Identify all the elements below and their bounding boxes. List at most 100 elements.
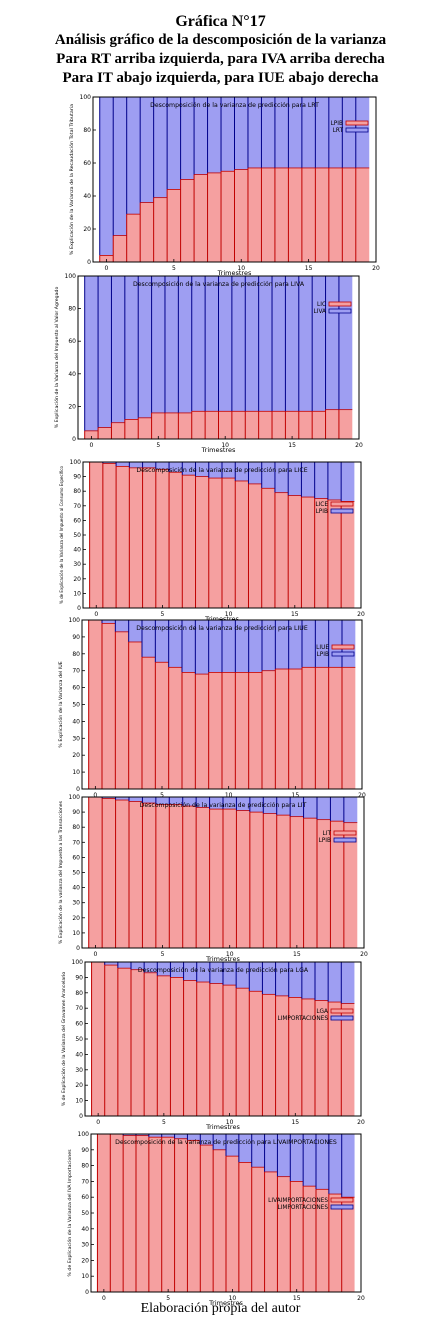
bar-lpib [115,620,129,632]
bar-lpib [248,462,262,484]
legend-label-livaimportaciones: LIVAIMPORTACIONES [268,1198,328,1204]
legend-label-lic: LIC [317,302,326,308]
bar-lpib [314,462,328,499]
bar-lpib [180,179,195,262]
plot-area [82,797,364,948]
y-tick-label: 60 [83,160,91,167]
y-tick-label: 40 [68,371,76,378]
x-tick-label: 0 [89,442,93,449]
x-tick-label: 5 [161,951,165,958]
bar-lic [325,409,339,439]
bar-lrt [99,97,114,256]
bar-lice [274,492,289,608]
x-tick-label: 15 [293,951,301,958]
bar-limportaciones [223,962,237,986]
legend-swatch-liva [328,308,352,314]
bar-lpib [195,462,209,477]
bar-limportaciones [213,1134,226,1150]
legend-swatch-lit [333,830,357,836]
bar-livaimportaciones [316,1189,329,1292]
bar-lit [155,804,170,948]
bar-livaimportaciones [213,1149,226,1292]
x-tick-label: 5 [156,442,160,449]
bar-lga [236,988,250,1116]
bar-lpib [327,462,342,500]
y-tick-label: 10 [73,590,81,597]
bar-liue [88,620,102,789]
bar-lice [89,462,103,608]
bar-lic [298,411,313,439]
bar-livaimportaciones [251,1167,265,1292]
bar-lga [209,983,223,1116]
y-tick-label: 20 [73,576,81,583]
bar-limportaciones [226,1134,239,1157]
y-tick-label: 10 [72,769,80,776]
bar-lpib [222,462,236,479]
x-axis-label: Trimestres [217,269,252,277]
bar-limportaciones [196,962,210,983]
bar-liva [231,276,246,412]
bar-limportaciones [117,962,131,969]
figure-title: Gráfica N°17 [175,13,266,30]
y-tick-label: 80 [72,824,80,831]
bar-lpib [315,167,329,262]
bar-lic [312,411,326,439]
bar-lga [341,1003,355,1116]
bar-limportaciones [209,962,223,984]
bar-lrt [180,97,195,180]
bar-lic [164,412,179,439]
bar-liva [312,276,326,412]
bar-lpib [142,462,156,468]
bar-lice [195,476,209,608]
legend-label-lpib: LPIB [317,652,329,658]
legend-label-lga: LGA [316,1009,328,1015]
bar-liue [208,672,222,789]
bar-limportaciones [183,962,197,981]
bar-limportaciones [251,1134,265,1168]
bar-liva [124,276,139,420]
bar-lpib [153,197,168,262]
y-tick-label: 50 [72,870,80,877]
plot-frame [84,961,362,1117]
chart-title: Descomposición de la varianza de predicc… [140,801,307,809]
y-tick-label: 40 [81,1226,89,1233]
y-tick-label: 100 [65,273,77,280]
bar-lpib [182,620,196,673]
bar-lic [138,417,152,439]
bar-limportaciones [303,1134,316,1187]
bar-lit [343,822,358,948]
bar-lpib [288,620,302,670]
x-tick-label: 20 [372,265,380,272]
bar-lga [275,995,289,1116]
bar-lpib [129,797,143,802]
x-axis-label: Trimestres [201,446,236,454]
bar-lrt [342,97,356,168]
y-tick-label: 90 [73,474,81,481]
y-tick-label: 100 [80,94,92,101]
bar-lpib [342,167,356,262]
y-tick-label: 10 [75,1098,83,1105]
x-tick-label: 10 [226,951,234,958]
bar-lga [104,965,118,1116]
y-tick-label: 40 [72,718,80,725]
y-tick-label: 80 [83,127,91,134]
bar-liue [235,672,249,789]
bar-livaimportaciones [226,1156,239,1292]
y-tick-label: 50 [73,532,81,539]
y-tick-label: 40 [73,547,81,554]
bar-lpib [343,797,358,823]
x-tick-label: 0 [94,951,98,958]
bar-lic [338,409,353,439]
bar-lit [169,804,183,948]
bar-livaimportaciones [238,1162,252,1292]
bar-liue [328,667,342,789]
bar-lpib [303,797,317,819]
figure-subtitle-2: Para RT arriba izquierda, para IVA arrib… [56,51,385,67]
y-tick-label: 90 [72,634,80,641]
bar-lice [155,469,170,608]
bar-livaimportaciones [136,1135,149,1292]
x-tick-label: 15 [288,442,296,449]
bar-lic [258,411,273,439]
plot-area [83,462,361,608]
bar-lic [285,411,299,439]
